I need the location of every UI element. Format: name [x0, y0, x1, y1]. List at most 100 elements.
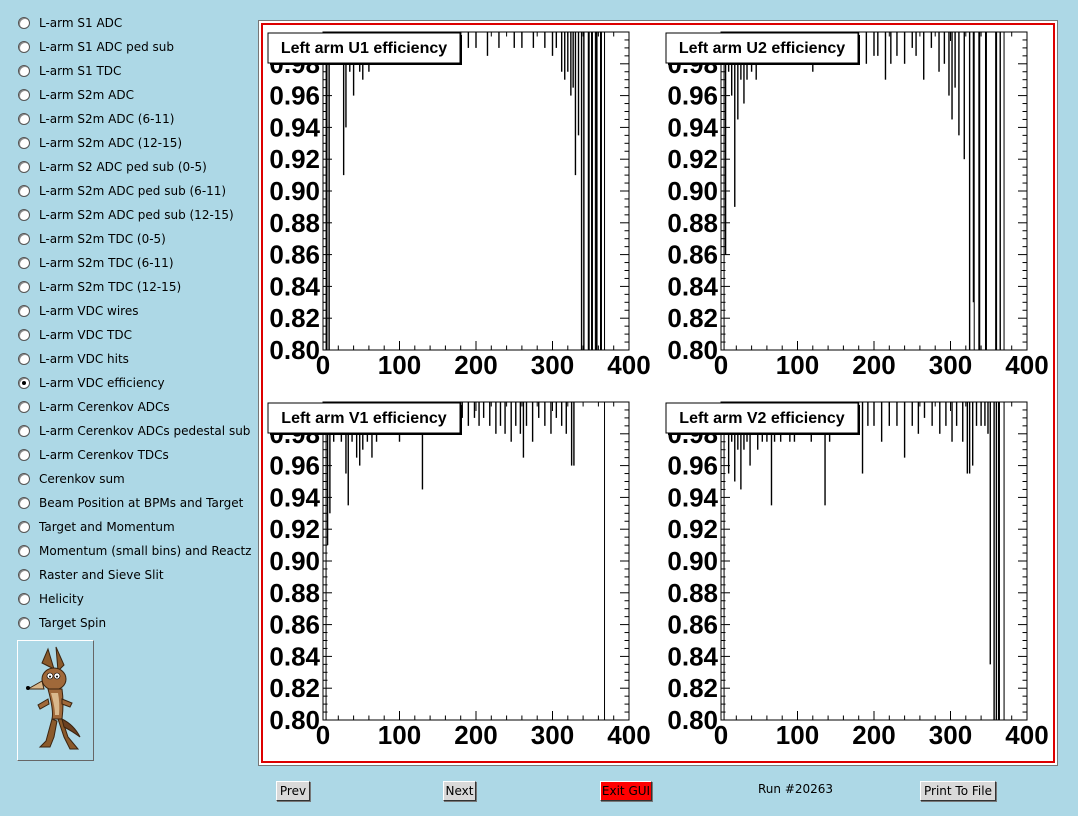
y-tick-label: 0.92 [269, 514, 320, 544]
sidebar-item-label: L-arm S1 ADC ped sub [39, 40, 174, 54]
radio-button[interactable] [18, 305, 30, 317]
sidebar-item-label: Helicity [39, 592, 84, 606]
sidebar-item-l-arm-s2m-tdc-12-15[interactable]: L-arm S2m TDC (12-15) [18, 278, 181, 296]
x-tick-label: 100 [776, 350, 819, 380]
plot-title-box [267, 32, 461, 64]
prev-button[interactable]: Prev [276, 781, 310, 801]
x-tick-label: 200 [852, 350, 895, 380]
radio-button[interactable] [18, 257, 30, 269]
sidebar-item-l-arm-s2m-adc-6-11[interactable]: L-arm S2m ADC (6-11) [18, 110, 174, 128]
next-button[interactable]: Next [443, 781, 476, 801]
sidebar-item-target-and-momentum[interactable]: Target and Momentum [18, 518, 175, 536]
sidebar-item-label: L-arm S1 TDC [39, 64, 122, 78]
plot-canvas-inner: 0.800.820.840.860.880.900.920.940.960.98… [261, 23, 1055, 763]
sidebar-item-raster-and-sieve-slit[interactable]: Raster and Sieve Slit [18, 566, 164, 584]
coyote-logo-button[interactable] [17, 640, 94, 761]
radio-button[interactable] [18, 545, 30, 557]
sidebar-item-label: L-arm S2 ADC ped sub (0-5) [39, 160, 207, 174]
sidebar-item-l-arm-s2-adc-ped-sub-0-5[interactable]: L-arm S2 ADC ped sub (0-5) [18, 158, 207, 176]
sidebar-item-target-spin[interactable]: Target Spin [18, 614, 106, 632]
sidebar-item-l-arm-vdc-wires[interactable]: L-arm VDC wires [18, 302, 138, 320]
radio-button[interactable] [18, 593, 30, 605]
radio-button[interactable] [18, 65, 30, 77]
radio-button[interactable] [18, 401, 30, 413]
radio-dot-icon [22, 381, 26, 385]
exit-gui-button[interactable]: Exit GUI [600, 781, 652, 801]
sidebar-item-beam-position-at-bpms-and-target[interactable]: Beam Position at BPMs and Target [18, 494, 243, 512]
y-tick-label: 0.86 [269, 240, 320, 270]
x-axis: 0 100 200 300 400 [714, 32, 1049, 380]
x-tick-label: 0 [316, 720, 330, 750]
sidebar-item-l-arm-s1-adc-ped-sub[interactable]: L-arm S1 ADC ped sub [18, 38, 174, 56]
plot-frame [322, 401, 630, 721]
sidebar-item-l-arm-cerenkov-adcs[interactable]: L-arm Cerenkov ADCs [18, 398, 170, 416]
sidebar-item-l-arm-vdc-hits[interactable]: L-arm VDC hits [18, 350, 129, 368]
radio-button[interactable] [18, 161, 30, 173]
radio-button[interactable] [18, 521, 30, 533]
x-tick-label: 0 [316, 350, 330, 380]
sidebar-item-l-arm-cerenkov-adcs-pedestal-sub[interactable]: L-arm Cerenkov ADCs pedestal sub [18, 422, 250, 440]
sidebar-item-label: L-arm Cerenkov ADCs pedestal sub [39, 424, 251, 438]
radio-button[interactable] [18, 233, 30, 245]
plot-pad-2: 0.800.820.840.860.880.900.920.940.960.98… [665, 31, 1049, 380]
y-tick-label: 0.88 [269, 208, 320, 238]
y-tick-label: 0.86 [667, 240, 718, 270]
radio-button[interactable] [18, 89, 30, 101]
sidebar-item-l-arm-vdc-tdc[interactable]: L-arm VDC TDC [18, 326, 132, 344]
sidebar-item-label: L-arm Cerenkov TDCs [39, 448, 169, 462]
sidebar-item-l-arm-s2m-adc-ped-sub-12-15[interactable]: L-arm S2m ADC ped sub (12-15) [18, 206, 234, 224]
sidebar-item-cerenkov-sum[interactable]: Cerenkov sum [18, 470, 125, 488]
sidebar-item-l-arm-s2m-tdc-6-11[interactable]: L-arm S2m TDC (6-11) [18, 254, 174, 272]
x-tick-label: 300 [531, 350, 574, 380]
sidebar-item-l-arm-s1-tdc[interactable]: L-arm S1 TDC [18, 62, 121, 80]
x-tick-label: 100 [776, 720, 819, 750]
sidebar-item-label: L-arm S2m ADC [39, 88, 134, 102]
y-tick-label: 0.96 [269, 81, 320, 111]
radio-button[interactable] [18, 113, 30, 125]
y-tick-label: 0.88 [269, 578, 320, 608]
radio-button[interactable] [18, 17, 30, 29]
sidebar-item-momentum-small-bins-and-reactz[interactable]: Momentum (small bins) and Reactz [18, 542, 251, 560]
radio-button[interactable] [18, 41, 30, 53]
radio-button[interactable] [18, 137, 30, 149]
radio-button[interactable] [18, 209, 30, 221]
sidebar-item-l-arm-s2m-adc[interactable]: L-arm S2m ADC [18, 86, 134, 104]
sidebar-item-label: Cerenkov sum [39, 472, 125, 486]
radio-button[interactable] [18, 497, 30, 509]
y-tick-label: 0.94 [667, 112, 718, 142]
radio-button[interactable] [18, 473, 30, 485]
sidebar-item-l-arm-s2m-tdc-0-5[interactable]: L-arm S2m TDC (0-5) [18, 230, 166, 248]
radio-button[interactable] [18, 329, 30, 341]
sidebar-item-label: L-arm VDC wires [39, 304, 139, 318]
radio-button[interactable] [18, 449, 30, 461]
y-tick-label: 0.94 [667, 482, 718, 512]
y-tick-label: 0.92 [269, 144, 320, 174]
sidebar-item-label: Beam Position at BPMs and Target [39, 496, 244, 510]
sidebar-item-l-arm-s1-adc[interactable]: L-arm S1 ADC [18, 14, 122, 32]
plot-title-box [665, 402, 859, 434]
radio-button[interactable] [18, 185, 30, 197]
sidebar-item-l-arm-vdc-efficiency[interactable]: L-arm VDC efficiency [18, 374, 165, 392]
radio-button[interactable] [18, 281, 30, 293]
plot-title-text: Left arm U1 efficiency [281, 40, 447, 57]
plot-pad-1: 0.800.820.840.860.880.900.920.940.960.98… [267, 31, 651, 380]
print-to-file-button[interactable]: Print To File [920, 781, 996, 801]
x-tick-label: 200 [852, 720, 895, 750]
radio-button[interactable] [18, 425, 30, 437]
y-tick-label: 0.86 [667, 610, 718, 640]
sidebar-item-l-arm-s2m-adc-12-15[interactable]: L-arm S2m ADC (12-15) [18, 134, 182, 152]
x-tick-label: 400 [1005, 350, 1048, 380]
radio-button[interactable] [18, 569, 30, 581]
x-tick-label: 100 [378, 720, 421, 750]
sidebar-item-l-arm-s2m-adc-ped-sub-6-11[interactable]: L-arm S2m ADC ped sub (6-11) [18, 182, 226, 200]
sidebar-item-l-arm-cerenkov-tdcs[interactable]: L-arm Cerenkov TDCs [18, 446, 169, 464]
sidebar-item-label: L-arm S2m ADC (12-15) [39, 136, 183, 150]
radio-button[interactable] [18, 353, 30, 365]
y-tick-label: 0.82 [667, 673, 718, 703]
sidebar-item-helicity[interactable]: Helicity [18, 590, 84, 608]
y-tick-label: 0.90 [667, 546, 718, 576]
y-tick-label: 0.84 [269, 271, 320, 301]
x-tick-label: 200 [454, 720, 497, 750]
radio-button[interactable] [18, 617, 30, 629]
radio-button[interactable] [18, 377, 30, 389]
